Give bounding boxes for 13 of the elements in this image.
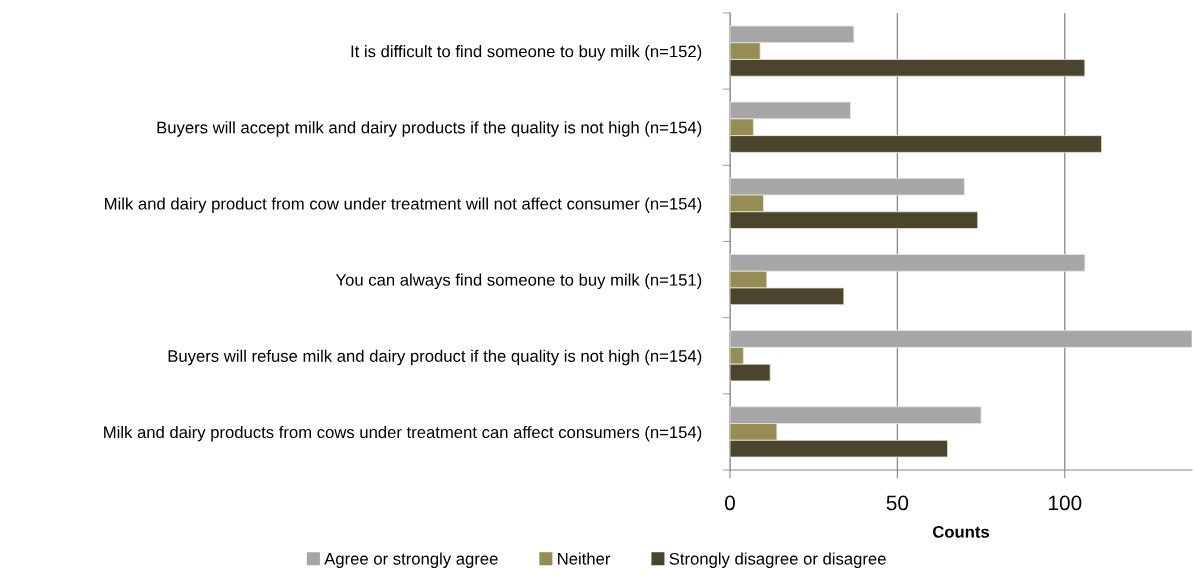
x-tick-label: 100 [1048, 495, 1082, 511]
y-tick-label: Milk and dairy product from cow under treatment will not affect consumer (n=154) [105, 197, 702, 213]
legend-label: Strongly disagree or disagree [669, 552, 886, 568]
y-tick-label: Milk and dairy products from cows under treatment can affect consumers (n=154) [104, 425, 702, 442]
y-tick-label: You can always find someone to buy milk (n=151) [335, 273, 702, 290]
legend-label: Agree or strongly agree [324, 552, 498, 568]
y-tick-label: Buyers will accept milk and dairy products if the quality is not high (n=154) [157, 121, 702, 137]
x-tick-label: 50 [886, 495, 909, 511]
legend-label: Neither [558, 552, 611, 565]
y-tick-label: Buyers will refuse milk and dairy product if the quality is not high (n=154) [168, 349, 702, 366]
x-axis-title: Counts [932, 525, 990, 538]
x-tick-label: 0 [725, 495, 735, 511]
y-tick-label: It is difficult to find someone to buy milk (n=152) [351, 45, 702, 61]
